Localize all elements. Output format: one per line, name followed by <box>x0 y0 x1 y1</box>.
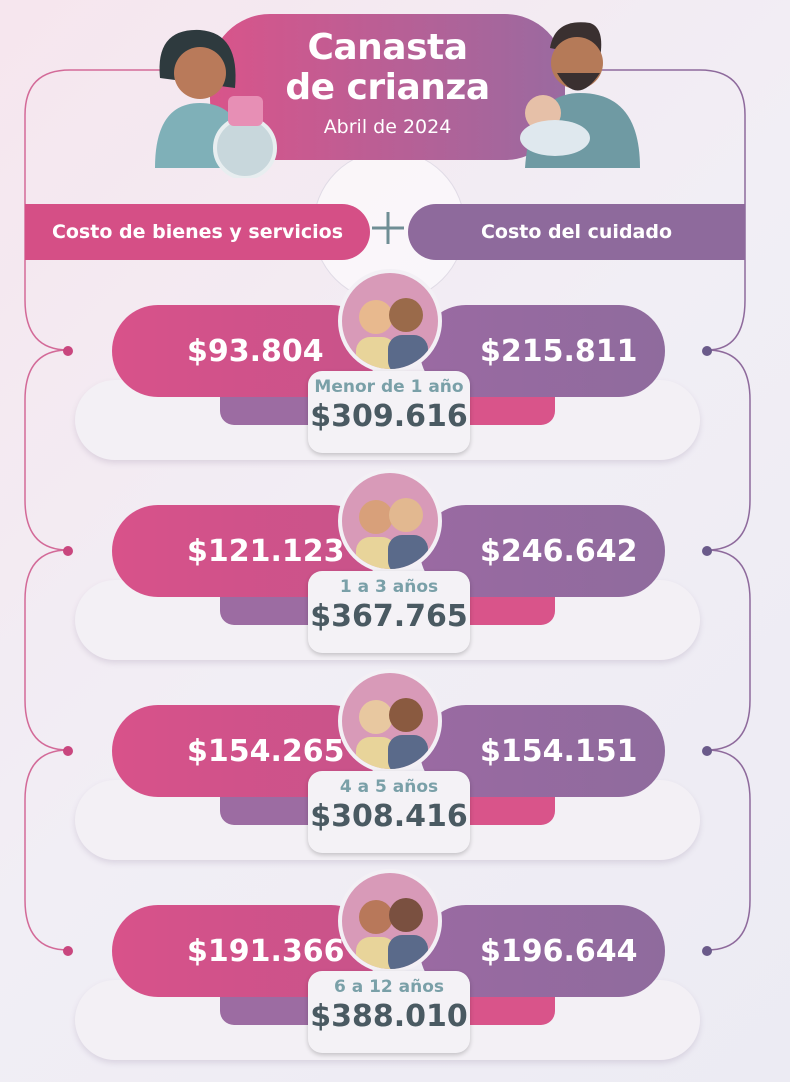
age-group: 1 a 3 años <box>339 577 439 597</box>
children-illustration <box>356 498 428 569</box>
age-group: Menor de 1 año <box>314 377 464 397</box>
connector-dot <box>702 346 712 356</box>
connector-line <box>706 549 751 751</box>
goods-cost: $93.804 <box>112 305 377 397</box>
connector-line <box>24 549 69 751</box>
connector-line <box>565 69 746 351</box>
connector-line <box>24 349 69 551</box>
title-line: Canasta <box>307 27 468 68</box>
total-cost: $367.765 <box>310 599 468 634</box>
age-group: 6 a 12 años <box>333 977 445 997</box>
children-illustration <box>356 698 428 769</box>
age-avatar <box>338 869 442 973</box>
column-header: Costo del cuidado <box>408 204 745 260</box>
title-line: de crianza <box>285 67 490 108</box>
connector-dot <box>702 746 712 756</box>
title: Canasta de crianza <box>210 28 565 108</box>
total-cost: $309.616 <box>310 399 468 434</box>
connector-dot <box>702 546 712 556</box>
total-cost: $388.010 <box>310 999 468 1034</box>
subtitle: Abril de 2024 <box>323 116 452 138</box>
age-total-box: 4 a 5 años $308.416 <box>308 771 470 853</box>
children-illustration <box>356 298 428 369</box>
age-total-box: 1 a 3 años $367.765 <box>308 571 470 653</box>
age-group: 4 a 5 años <box>339 777 439 797</box>
age-avatar <box>338 669 442 773</box>
children-illustration <box>356 898 428 969</box>
connector-dot <box>63 746 73 756</box>
connector-dot <box>63 346 73 356</box>
connector-line <box>706 749 751 951</box>
plus-icon <box>372 212 404 244</box>
connector-dot <box>63 946 73 956</box>
connector-line <box>24 69 210 351</box>
age-total-box: 6 a 12 años $388.010 <box>308 971 470 1053</box>
age-total-box: Menor de 1 año $309.616 <box>308 371 470 453</box>
age-avatar <box>338 269 442 373</box>
connector-dot <box>63 546 73 556</box>
total-cost: $308.416 <box>310 799 468 834</box>
connector-dot <box>702 946 712 956</box>
illustration-father <box>520 22 640 168</box>
age-avatar <box>338 469 442 573</box>
connector-line <box>24 749 69 951</box>
connector-line <box>706 349 751 551</box>
illustration-mother <box>155 29 277 178</box>
column-header: Costo de bienes y servicios <box>25 204 370 260</box>
